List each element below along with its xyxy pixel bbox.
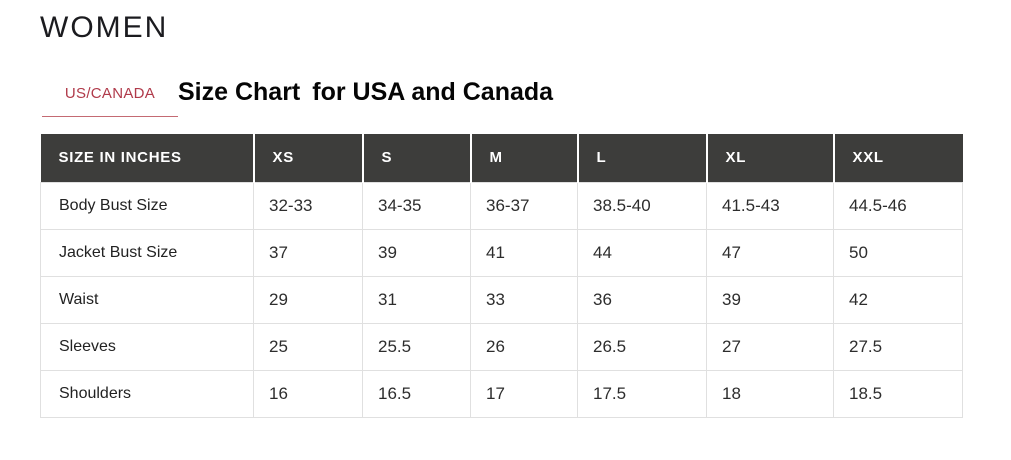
column-header-xxl: XXL <box>833 134 963 182</box>
cell-body-bust-l: 38.5-40 <box>577 181 707 230</box>
cell-body-bust-xl: 41.5-43 <box>706 181 834 230</box>
cell-waist-xs: 29 <box>253 275 363 324</box>
cell-sleeves-m: 26 <box>470 322 578 371</box>
row-label: Sleeves <box>40 322 254 371</box>
cell-jacket-bust-xl: 47 <box>706 228 834 277</box>
size-chart-table: SIZE IN INCHES XS S M L XL XXL Body Bust… <box>40 134 963 418</box>
row-label: Jacket Bust Size <box>40 228 254 277</box>
cell-body-bust-xs: 32-33 <box>253 181 363 230</box>
cell-sleeves-s: 25.5 <box>362 322 471 371</box>
cell-shoulders-m: 17 <box>470 369 578 418</box>
cell-shoulders-l: 17.5 <box>577 369 707 418</box>
cell-sleeves-xs: 25 <box>253 322 363 371</box>
cell-sleeves-xl: 27 <box>706 322 834 371</box>
table-row-shoulders: Shoulders 16 16.5 17 17.5 18 18.5 <box>40 369 963 418</box>
cell-jacket-bust-s: 39 <box>362 228 471 277</box>
cell-waist-xl: 39 <box>706 275 834 324</box>
size-chart-heading-main: Size Chart <box>178 78 301 106</box>
cell-waist-m: 33 <box>470 275 578 324</box>
page-title: WOMEN <box>40 11 169 44</box>
cell-waist-s: 31 <box>362 275 471 324</box>
cell-waist-xxl: 42 <box>833 275 963 324</box>
column-header-m: M <box>470 134 579 182</box>
row-label: Shoulders <box>40 369 254 418</box>
size-chart-header: US/CANADA Size Chart for USA and Canada <box>40 78 1011 117</box>
cell-sleeves-xxl: 27.5 <box>833 322 963 371</box>
cell-shoulders-s: 16.5 <box>362 369 471 418</box>
row-label: Waist <box>40 275 254 324</box>
table-row-waist: Waist 29 31 33 36 39 42 <box>40 275 963 324</box>
cell-jacket-bust-m: 41 <box>470 228 578 277</box>
table-header-row: SIZE IN INCHES XS S M L XL XXL <box>40 134 963 182</box>
cell-shoulders-xs: 16 <box>253 369 363 418</box>
size-chart-heading-region: for USA and Canada <box>312 78 554 106</box>
cell-body-bust-m: 36-37 <box>470 181 578 230</box>
column-header-s: S <box>362 134 472 182</box>
table-row-body-bust-size: Body Bust Size 32-33 34-35 36-37 38.5-40… <box>40 181 963 230</box>
cell-waist-l: 36 <box>577 275 707 324</box>
cell-shoulders-xxl: 18.5 <box>833 369 963 418</box>
size-chart-heading: Size Chart for USA and Canada <box>178 78 554 107</box>
cell-jacket-bust-l: 44 <box>577 228 707 277</box>
cell-shoulders-xl: 18 <box>706 369 834 418</box>
column-header-xs: XS <box>253 134 364 182</box>
cell-jacket-bust-xs: 37 <box>253 228 363 277</box>
cell-sleeves-l: 26.5 <box>577 322 707 371</box>
column-header-size-in-inches: SIZE IN INCHES <box>40 134 255 182</box>
cell-body-bust-xxl: 44.5-46 <box>833 181 963 230</box>
tab-us-canada[interactable]: US/CANADA <box>42 79 178 117</box>
column-header-l: L <box>577 134 708 182</box>
cell-body-bust-s: 34-35 <box>362 181 471 230</box>
table-row-sleeves: Sleeves 25 25.5 26 26.5 27 27.5 <box>40 322 963 371</box>
table-row-jacket-bust-size: Jacket Bust Size 37 39 41 44 47 50 <box>40 228 963 277</box>
cell-jacket-bust-xxl: 50 <box>833 228 963 277</box>
column-header-xl: XL <box>706 134 835 182</box>
row-label: Body Bust Size <box>40 181 254 230</box>
